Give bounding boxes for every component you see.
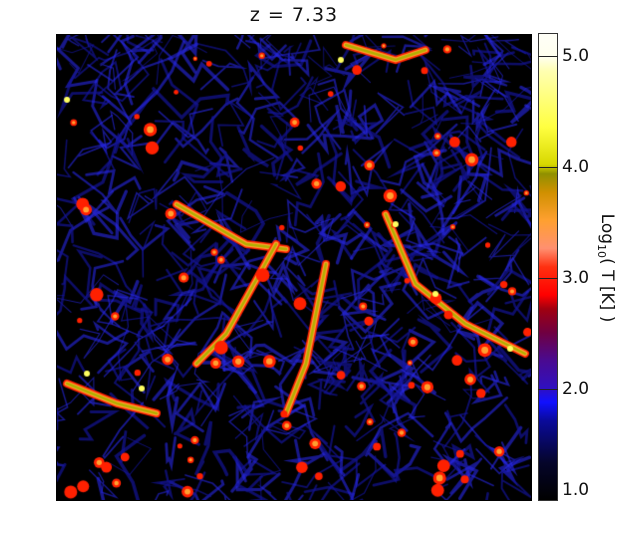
colorbar-tick (538, 56, 558, 58)
colorbar-label-prefix: Log (597, 213, 618, 245)
chart-title: z = 7.33 (249, 4, 339, 26)
colorbar-tick-label: 4.0 (562, 157, 590, 178)
colorbar-tick (538, 167, 558, 169)
colorbar (538, 33, 558, 501)
colorbar-tick-label: 5.0 (562, 46, 590, 67)
colorbar-tick-label: 3.0 (562, 268, 590, 289)
colorbar-label-sub: 10 (594, 244, 608, 259)
colorbar-tick (538, 389, 558, 391)
colorbar-label-suffix: ( T [K] ) (597, 258, 618, 323)
temperature-map (56, 34, 532, 501)
colorbar-tick (538, 278, 558, 280)
colorbar-tick-label: 1.0 (562, 480, 590, 500)
colorbar-tick-label: 2.0 (562, 379, 590, 400)
colorbar-label: Log10( T [K] ) (595, 214, 617, 323)
